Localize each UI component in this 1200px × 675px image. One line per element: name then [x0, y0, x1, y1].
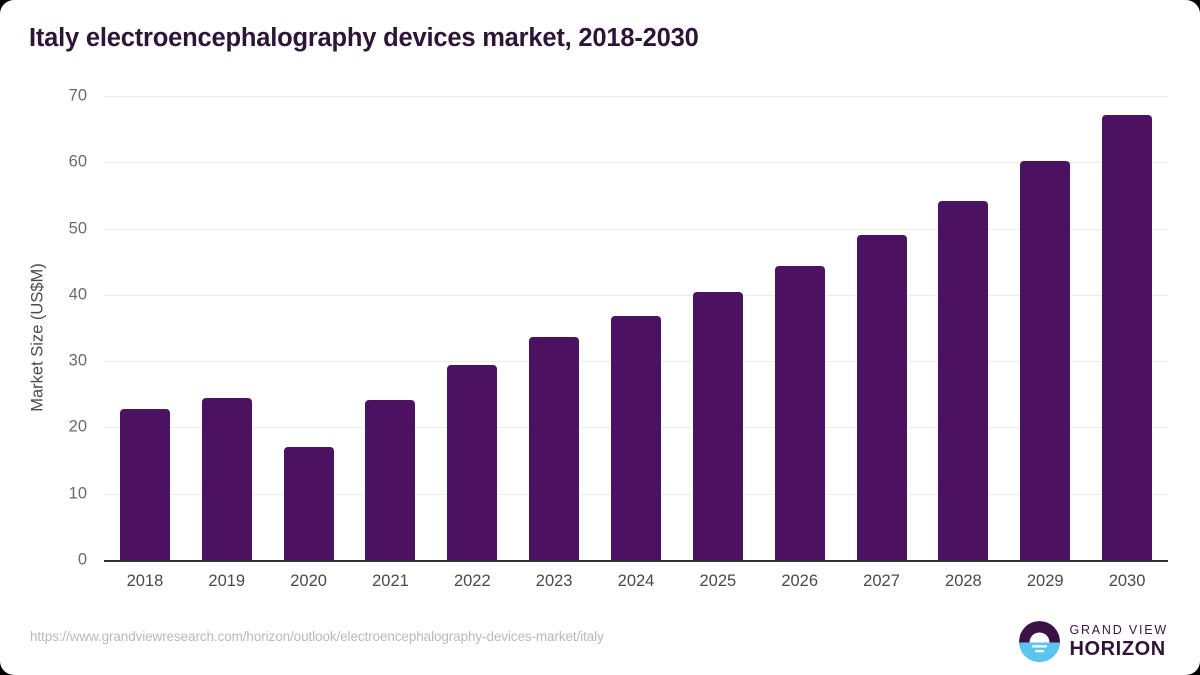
bar[interactable] [692, 292, 743, 560]
x-axis-tick-label: 2022 [453, 572, 491, 590]
x-axis-tick-label: 2025 [699, 572, 737, 590]
y-axis-title: Market Size (US$M) [28, 263, 47, 412]
x-axis-tick-label: 2018 [126, 572, 164, 590]
bar-column[interactable] [119, 408, 170, 560]
bar-column[interactable] [774, 266, 825, 560]
bar-column[interactable] [283, 447, 334, 560]
x-axis-tick-label: 2024 [617, 572, 655, 590]
gridline [104, 228, 1168, 230]
y-axis-tick-label: 70 [68, 86, 87, 105]
y-axis-tick-label: 50 [68, 219, 87, 238]
bar[interactable] [1020, 160, 1071, 560]
bar-column[interactable] [1102, 114, 1153, 560]
x-axis-tick-label: 2030 [1108, 572, 1146, 590]
x-axis-tick-label: 2028 [945, 572, 982, 590]
page-title: Italy electroencephalography devices mar… [29, 24, 699, 52]
bar-column[interactable] [856, 235, 907, 560]
bar[interactable] [201, 398, 252, 560]
bar[interactable] [283, 447, 334, 560]
bar[interactable] [856, 235, 907, 560]
bar-column[interactable] [447, 365, 498, 560]
gridline [104, 294, 1168, 296]
bar-column[interactable] [365, 399, 416, 560]
x-axis-tick-label: 2026 [781, 572, 819, 590]
bar[interactable] [365, 399, 416, 560]
bar-column[interactable] [692, 292, 743, 560]
bar-column[interactable] [201, 398, 252, 560]
logo-line-1: GRAND VIEW [1069, 622, 1168, 637]
y-axis-tick-label: 10 [68, 484, 87, 503]
bar[interactable] [774, 266, 825, 560]
bar[interactable] [611, 316, 661, 560]
bar-column[interactable] [1020, 160, 1071, 560]
brand-logo: GRAND VIEW HORIZON [1019, 621, 1168, 662]
bar-column[interactable] [938, 201, 989, 560]
source-url[interactable]: https://www.grandviewresearch.com/horizo… [30, 629, 604, 644]
y-axis-tick-label: 0 [77, 550, 87, 569]
bar[interactable] [529, 337, 580, 560]
bar[interactable] [119, 408, 170, 560]
bar[interactable] [447, 365, 498, 560]
x-axis-line [104, 560, 1168, 562]
gridline [104, 162, 1168, 164]
gridline [104, 96, 1168, 97]
y-axis-tick-label: 30 [68, 351, 87, 370]
bar-column[interactable] [529, 337, 580, 560]
y-axis-tick-label: 20 [68, 417, 87, 436]
x-axis-tick-label: 2023 [535, 572, 573, 590]
bar[interactable] [938, 201, 989, 560]
x-axis-tick-label: 2021 [372, 572, 409, 590]
logo-line-2: HORIZON [1069, 638, 1166, 661]
y-axis-tick-label: 40 [68, 285, 87, 304]
bar-column[interactable] [611, 316, 661, 560]
x-axis-tick-label: 2019 [208, 572, 246, 590]
x-axis-tick-label: 2029 [1026, 572, 1064, 590]
x-axis-tick-label: 2020 [290, 572, 327, 590]
x-axis-tick-label: 2027 [863, 572, 900, 590]
bar[interactable] [1102, 114, 1153, 560]
y-axis-tick-label: 60 [68, 152, 87, 171]
horizon-sun-icon [1019, 621, 1061, 662]
logo-wordmark: GRAND VIEW HORIZON [1069, 624, 1168, 660]
